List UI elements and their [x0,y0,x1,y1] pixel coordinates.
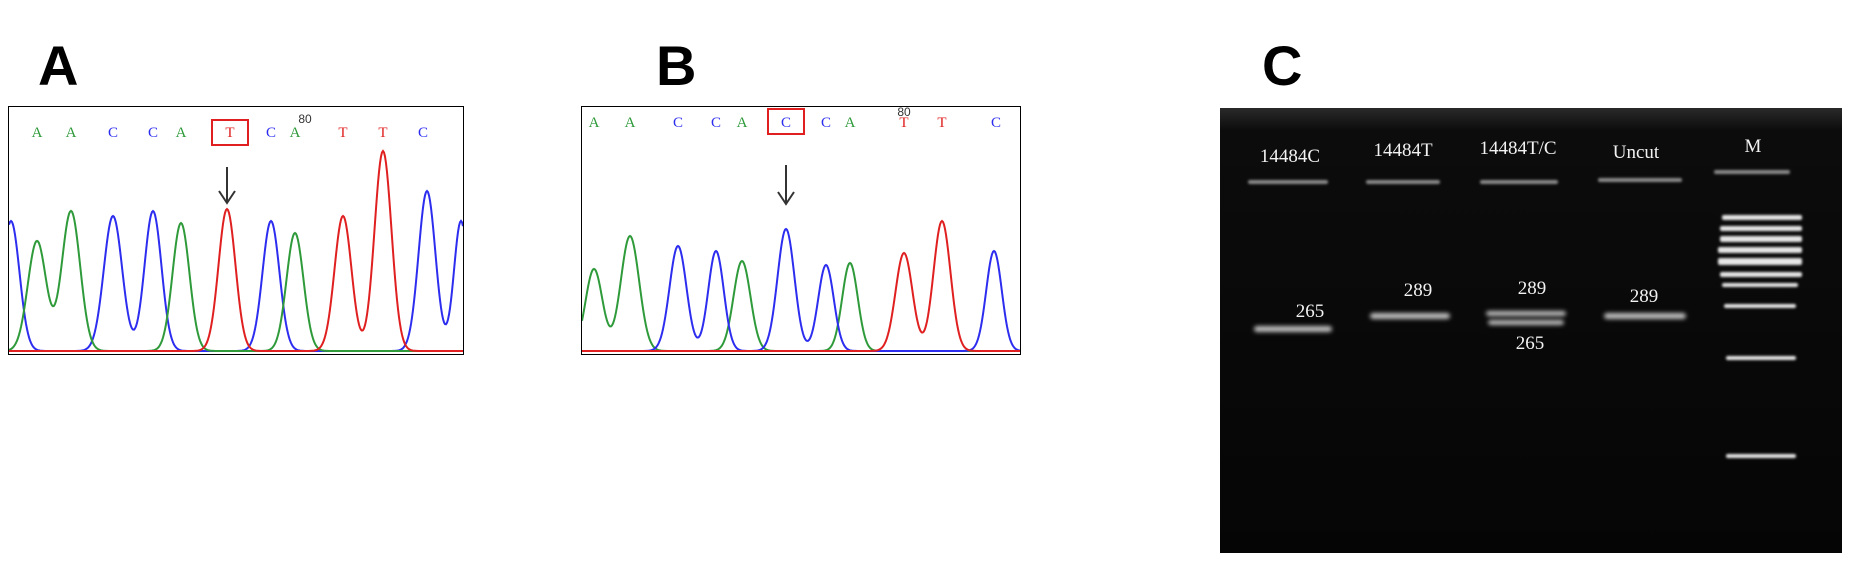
chromatogram-b-bases: A A C C A C C A T T C [589,115,1001,131]
marker-ladder [1718,215,1802,458]
base-call: C [991,115,1001,131]
base-call: A [845,115,856,131]
sample-bands [1254,311,1686,332]
lane-label: 14484C [1260,146,1320,167]
trace-C [582,227,1020,352]
band [1604,313,1686,319]
ladder-band [1718,247,1802,253]
base-call: C [711,115,721,131]
band [1254,326,1332,332]
base-call: C [148,125,158,141]
ladder-band [1722,215,1802,220]
well [1248,180,1328,184]
well [1598,178,1682,182]
highlight-box [211,119,249,146]
base-call: T [899,115,908,131]
base-call: A [589,115,600,131]
well [1480,180,1558,184]
band [1488,320,1564,325]
ladder-band [1720,226,1802,231]
chromatogram-a-bases: A A C C A T C A T T C [32,125,428,141]
down-arrow-icon [218,167,236,205]
chromatogram-a: A A C C A T C A T T C 80 [8,106,464,355]
base-call: A [625,115,636,131]
trace-A [9,209,463,352]
ladder-band [1718,258,1802,265]
panel-label-b: B [656,34,697,97]
well [1714,170,1790,174]
ladder-band [1720,272,1802,277]
chromatogram-b-plot: A A C C A C C A T T C 80 [582,107,1020,352]
gel-plot: 14484C 14484T 14484T/C Uncut M 265 289 2… [1220,108,1842,553]
base-call-boxed: C [781,115,791,131]
base-call: A [176,125,187,141]
band-size-label: 289 [1404,280,1433,301]
chromatogram-b-traces [582,219,1020,352]
band-size-label: 265 [1296,301,1325,322]
ladder-band [1720,236,1802,242]
well [1366,180,1440,184]
band [1370,313,1450,319]
base-call: A [290,125,301,141]
base-call: T [378,125,387,141]
base-call: C [108,125,118,141]
base-call-boxed: T [225,125,234,141]
chromatogram-b: A A C C A C C A T T C 80 [581,106,1021,355]
band-size-label: 289 [1630,286,1659,307]
band [1486,311,1566,316]
panel-label-c: C [1262,34,1303,97]
trace-A [582,234,1020,352]
ladder-band [1726,356,1796,360]
band-size-label: 289 [1518,278,1547,299]
lane-label: Uncut [1613,142,1660,163]
ladder-band [1726,454,1796,458]
gel-wells [1248,170,1790,184]
position-label: 80 [897,107,911,119]
lane-label: 14484T/C [1479,138,1556,159]
down-arrow-icon [777,165,795,206]
base-call: T [338,125,347,141]
gel-image: 14484C 14484T 14484T/C Uncut M 265 289 2… [1220,108,1842,553]
lane-label: M [1745,136,1762,157]
base-call: C [266,125,276,141]
ladder-band [1722,283,1798,287]
trace-T [582,219,1020,352]
base-call: C [418,125,428,141]
ladder-band [1724,304,1796,308]
base-call: A [32,125,43,141]
base-call: C [821,115,831,131]
base-call: T [937,115,946,131]
highlight-box [767,108,805,135]
chromatogram-a-plot: A A C C A T C A T T C 80 [9,112,463,352]
trace-T [9,149,463,352]
band-size-label: 265 [1516,333,1545,354]
base-call: C [673,115,683,131]
position-label: 80 [298,112,312,126]
lane-label: 14484T [1373,140,1433,161]
base-call: A [737,115,748,131]
panel-label-a: A [38,34,79,97]
chromatogram-a-traces [9,149,463,352]
base-call: A [66,125,77,141]
